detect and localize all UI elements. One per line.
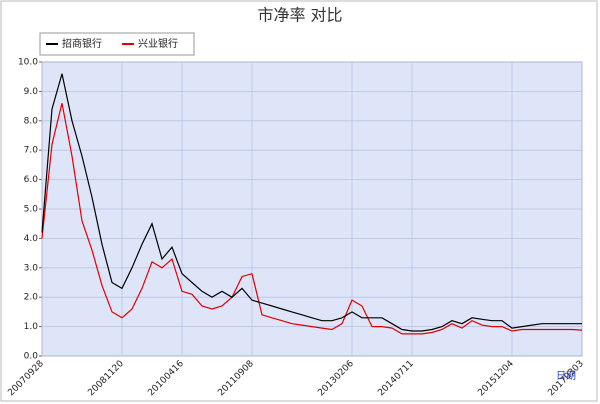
y-tick-label: 1.0 [24, 322, 39, 332]
legend-text: 兴业银行 [138, 37, 178, 50]
y-tick-label: 7.0 [24, 146, 39, 156]
y-tick-label: 4.0 [24, 234, 39, 244]
y-tick-label: 8.0 [24, 116, 39, 126]
y-tick-label: 5.0 [24, 205, 39, 215]
y-tick-label: 9.0 [24, 87, 39, 97]
chart-title: 市净率 对比 [257, 6, 342, 25]
legend-box [39, 32, 195, 56]
y-tick-label: 0.0 [24, 352, 39, 362]
series-line [41, 103, 583, 335]
y-tick-label: 3.0 [24, 263, 39, 273]
x-axis-label: 日期 [556, 370, 576, 382]
y-tick-label: 10.0 [18, 58, 38, 68]
legend-text: 招商银行 [62, 37, 102, 50]
y-tick-label: 2.0 [24, 293, 39, 303]
series-line [41, 73, 582, 332]
y-tick-label: 6.0 [24, 175, 39, 185]
